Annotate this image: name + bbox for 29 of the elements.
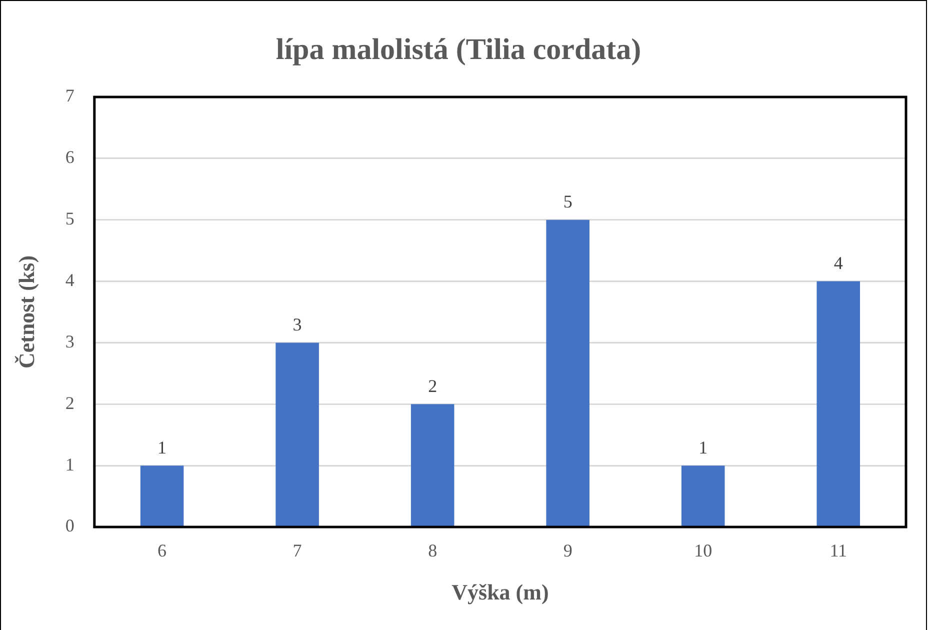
- y-tick-label: 6: [65, 147, 74, 168]
- data-label: 1: [698, 437, 708, 458]
- data-label: 1: [158, 437, 167, 458]
- bar: [546, 220, 590, 526]
- bar: [140, 466, 184, 526]
- y-tick-label: 1: [65, 454, 74, 474]
- data-label: 4: [834, 253, 843, 274]
- x-tick-label: 9: [563, 540, 572, 561]
- bar: [681, 466, 725, 526]
- bar: [816, 281, 860, 526]
- x-tick-label: 10: [694, 540, 712, 561]
- x-tick-label: 6: [158, 540, 167, 561]
- y-tick-label: 3: [65, 331, 74, 352]
- bar: [410, 404, 454, 526]
- y-tick-label: 0: [65, 516, 74, 536]
- x-tick-label: 7: [292, 540, 302, 561]
- x-tick-label: 8: [428, 540, 438, 561]
- y-tick-label: 2: [65, 392, 74, 413]
- y-axis-title: Četnost (ks): [14, 255, 39, 369]
- x-tick-label: 11: [830, 540, 848, 561]
- data-label: 3: [292, 314, 302, 334]
- data-label: 2: [428, 376, 438, 396]
- y-tick-label: 7: [65, 86, 74, 106]
- y-tick-label: 4: [65, 270, 74, 290]
- chart-title: lípa malolistá (Tilia cordata): [276, 32, 642, 66]
- x-axis-title: Výška (m): [452, 579, 549, 604]
- bar: [276, 342, 319, 526]
- y-tick-label: 5: [65, 208, 74, 229]
- data-label: 5: [563, 192, 572, 212]
